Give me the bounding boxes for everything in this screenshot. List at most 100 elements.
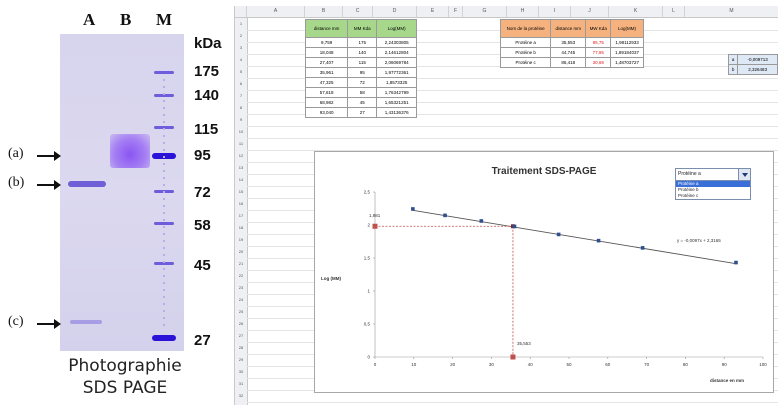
table-cell[interactable]: Protéine c — [499, 57, 552, 68]
row-header[interactable]: 22 — [238, 273, 244, 278]
table-cell[interactable]: a — [727, 54, 739, 65]
row-header[interactable]: 5 — [239, 69, 243, 74]
row-header[interactable]: 32 — [238, 393, 244, 398]
table-cell[interactable]: 2,06069784 — [376, 57, 417, 68]
col-header-m[interactable]: M — [685, 6, 778, 17]
row-header[interactable]: 21 — [238, 261, 244, 266]
table-cell[interactable]: 1,8573325 — [376, 77, 417, 88]
row-header[interactable]: 1 — [239, 21, 243, 26]
col-header-h[interactable]: H — [507, 6, 539, 17]
row-header[interactable]: 23 — [238, 285, 244, 290]
dropdown-option[interactable]: Protéine c — [678, 193, 699, 198]
col-header-c[interactable]: C — [343, 6, 373, 17]
col-header-g[interactable]: G — [463, 6, 507, 17]
prot-header-log[interactable]: Log(MM) — [610, 19, 644, 38]
table-cell[interactable]: 9,759 — [304, 37, 349, 48]
table-cell[interactable]: b — [727, 64, 739, 75]
y-tick-label: 0,5 — [364, 322, 371, 327]
row-header[interactable]: 6 — [239, 81, 243, 86]
table-cell[interactable]: Protéine b — [499, 47, 552, 58]
corner-cell[interactable] — [235, 6, 247, 17]
table-cell[interactable]: 175 — [347, 37, 378, 48]
row-header[interactable]: 27 — [238, 333, 244, 338]
table-cell[interactable]: 18,048 — [304, 47, 349, 58]
table-cell[interactable]: 1,43136376 — [376, 107, 417, 118]
table-cell[interactable]: Protéine a — [499, 37, 552, 48]
row-header[interactable]: 30 — [238, 369, 244, 374]
col-header-i[interactable]: I — [539, 6, 571, 17]
ref-header-mm[interactable]: MM Kda — [347, 19, 378, 38]
table-cell[interactable]: 1,89184037 — [610, 47, 644, 58]
row-header[interactable]: 29 — [238, 357, 244, 362]
row-header[interactable]: 13 — [238, 165, 244, 170]
table-cell[interactable]: 57,618 — [304, 87, 349, 98]
row-header[interactable]: 12 — [238, 153, 244, 158]
table-cell[interactable]: 35,553 — [550, 37, 587, 48]
col-header-d[interactable]: D — [373, 6, 417, 17]
table-cell[interactable]: 2,14612804 — [376, 47, 417, 58]
x-tick-label: 20 — [450, 362, 456, 367]
prot-header-name[interactable]: Nom de la protéine — [499, 19, 552, 38]
row-header[interactable]: 20 — [238, 249, 244, 254]
dropdown-option[interactable]: Protéine a — [676, 181, 750, 187]
row-header[interactable]: 19 — [238, 237, 244, 242]
table-cell[interactable]: 27,407 — [304, 57, 349, 68]
row-header[interactable]: 3 — [239, 45, 243, 50]
table-cell[interactable]: 140 — [347, 47, 378, 58]
row-header[interactable]: 4 — [239, 57, 243, 62]
col-header-b[interactable]: B — [305, 6, 343, 17]
table-cell[interactable]: 1,97772361 — [376, 67, 417, 78]
table-cell[interactable]: 86,418 — [550, 57, 587, 68]
row-header[interactable]: 7 — [239, 93, 243, 98]
row-header[interactable]: 11 — [238, 141, 244, 146]
ref-header-distance[interactable]: distance mm — [304, 19, 349, 38]
table-cell[interactable]: 1,65321251 — [376, 97, 417, 108]
table-cell[interactable]: 30,69 — [585, 57, 612, 68]
table-cell[interactable]: 35,961 — [304, 67, 349, 78]
ref-header-log[interactable]: Log(MM) — [376, 19, 417, 38]
col-header-l[interactable]: L — [663, 6, 685, 17]
row-header[interactable]: 8 — [239, 105, 243, 110]
table-cell[interactable]: 47,325 — [304, 77, 349, 88]
table-cell[interactable]: 93,040 — [304, 107, 349, 118]
table-cell[interactable]: 2,326483 — [737, 64, 778, 75]
table-cell[interactable]: 2,24303805 — [376, 37, 417, 48]
prot-header-distance[interactable]: distance mm — [550, 19, 587, 38]
chevron-down-icon[interactable] — [738, 169, 750, 180]
prot-header-mw[interactable]: MW Kda — [585, 19, 612, 38]
dropdown-option[interactable]: Protéine b — [678, 187, 699, 192]
col-header-j[interactable]: J — [571, 6, 609, 17]
table-cell[interactable]: 95,75 — [585, 37, 612, 48]
row-header[interactable]: 15 — [238, 189, 244, 194]
col-header-f[interactable]: F — [449, 6, 463, 17]
table-cell[interactable]: 77,95 — [585, 47, 612, 58]
row-header[interactable]: 28 — [238, 345, 244, 350]
col-header-e[interactable]: E — [417, 6, 449, 17]
row-header[interactable]: 31 — [238, 381, 244, 386]
table-cell[interactable]: 1,76342799 — [376, 87, 417, 98]
table-cell[interactable]: 27 — [347, 107, 378, 118]
table-cell[interactable]: 1,48703727 — [610, 57, 644, 68]
table-cell[interactable]: 58 — [347, 87, 378, 98]
table-cell[interactable]: 115 — [347, 57, 378, 68]
table-cell[interactable]: 95 — [347, 67, 378, 78]
row-header[interactable]: 2 — [239, 33, 243, 38]
row-header[interactable]: 17 — [238, 213, 244, 218]
col-header-k[interactable]: K — [609, 6, 663, 17]
chart-container[interactable]: Traitement SDS-PAGE 0 0,5 1 1,5 2 2,5 0 10 20 30… — [314, 151, 774, 393]
table-cell[interactable]: 44,745 — [550, 47, 587, 58]
row-header[interactable]: 25 — [238, 309, 244, 314]
table-cell[interactable]: -0,009713 — [737, 54, 778, 65]
row-header[interactable]: 10 — [238, 129, 244, 134]
row-header[interactable]: 18 — [238, 225, 244, 230]
row-header[interactable]: 24 — [238, 297, 244, 302]
row-header[interactable]: 14 — [238, 177, 244, 182]
table-cell[interactable]: 68,982 — [304, 97, 349, 108]
table-cell[interactable]: 45 — [347, 97, 378, 108]
row-header[interactable]: 16 — [238, 201, 244, 206]
row-header[interactable]: 26 — [238, 321, 244, 326]
table-cell[interactable]: 72 — [347, 77, 378, 88]
col-header-a[interactable]: A — [247, 6, 305, 17]
row-header[interactable]: 9 — [239, 117, 243, 122]
table-cell[interactable]: 1,98112933 — [610, 37, 644, 48]
